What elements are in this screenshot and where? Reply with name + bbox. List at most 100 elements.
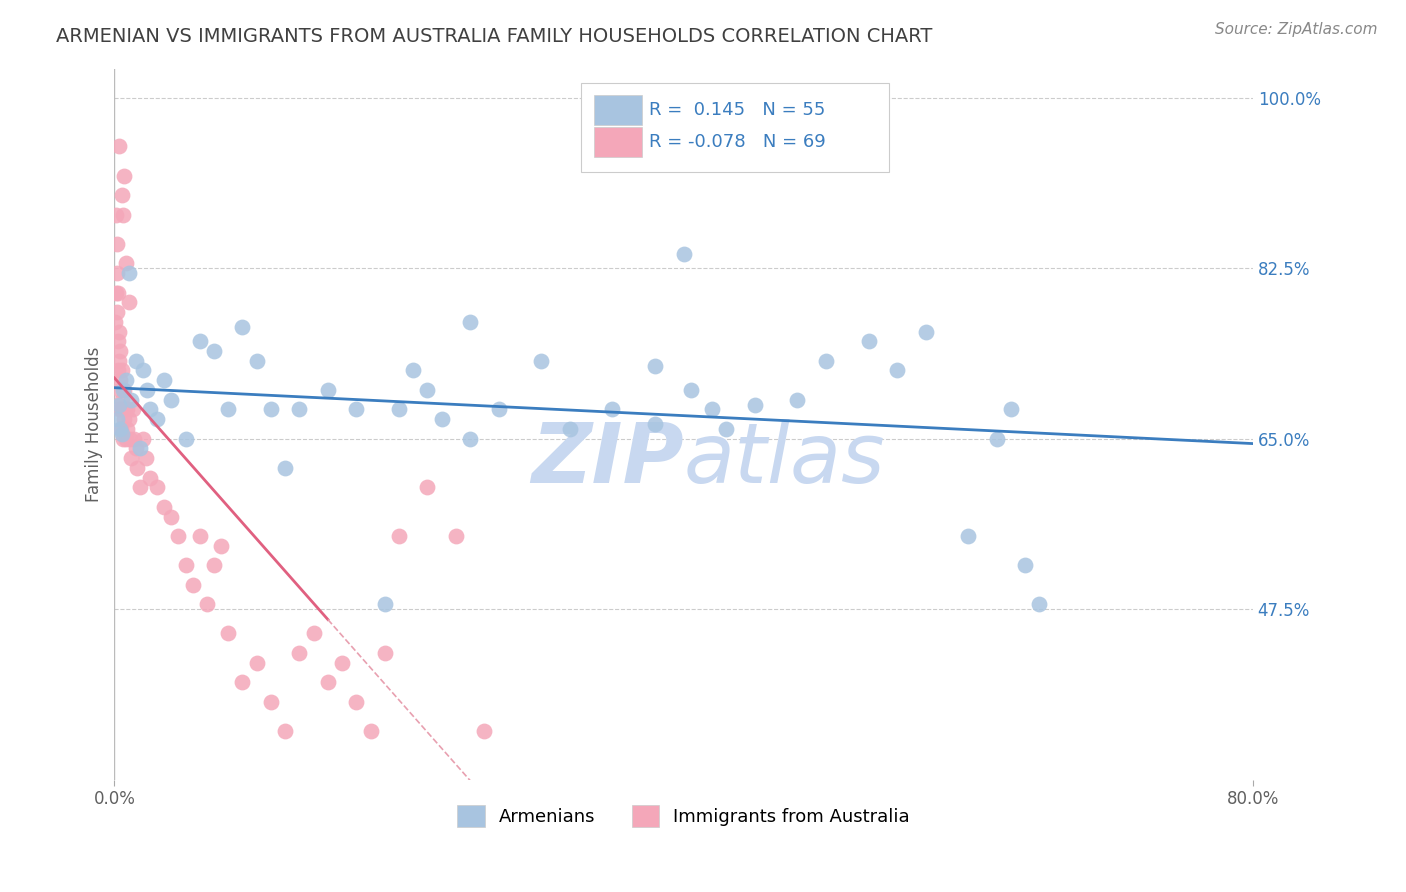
Point [110, 363, 132, 377]
Point [344, 402, 367, 417]
Point [146, 412, 169, 426]
Point [886, 363, 908, 377]
Point [260, 695, 283, 709]
Point [112, 383, 135, 397]
FancyBboxPatch shape [593, 127, 641, 157]
Point [160, 392, 183, 407]
Point [110, 422, 132, 436]
Point [602, 402, 624, 417]
Point [374, 646, 396, 660]
Point [458, 432, 481, 446]
Point [914, 325, 936, 339]
Point [114, 256, 136, 270]
Point [108, 353, 131, 368]
Point [105, 266, 128, 280]
Point [402, 363, 425, 377]
Point [302, 626, 325, 640]
Point [530, 353, 553, 368]
Point [105, 236, 128, 251]
Point [146, 480, 169, 494]
Point [188, 334, 211, 349]
Point [1000, 402, 1022, 417]
Text: Source: ZipAtlas.com: Source: ZipAtlas.com [1215, 22, 1378, 37]
Point [488, 402, 510, 417]
Point [957, 529, 980, 543]
Point [174, 432, 197, 446]
Point [1014, 558, 1036, 573]
Point [274, 723, 297, 738]
Point [814, 353, 837, 368]
Point [388, 402, 411, 417]
Text: R = -0.078   N = 69: R = -0.078 N = 69 [650, 133, 827, 151]
Point [111, 432, 134, 446]
Point [330, 656, 353, 670]
Point [416, 480, 439, 494]
Point [108, 383, 131, 397]
Point [786, 392, 808, 407]
Point [274, 461, 297, 475]
Point [107, 334, 129, 349]
Point [107, 139, 129, 153]
Point [316, 383, 339, 397]
Point [181, 578, 204, 592]
Point [129, 442, 152, 456]
Point [110, 373, 132, 387]
Point [115, 422, 138, 436]
Point [127, 461, 149, 475]
Text: atlas: atlas [683, 419, 886, 500]
Point [153, 373, 176, 387]
Point [110, 426, 132, 441]
Point [416, 383, 439, 397]
Point [217, 626, 239, 640]
Point [114, 373, 136, 387]
Point [121, 392, 143, 407]
Point [117, 412, 139, 426]
Point [139, 402, 162, 417]
Point [231, 675, 253, 690]
Point [288, 646, 311, 660]
Point [716, 422, 738, 436]
Point [105, 285, 128, 300]
Point [672, 246, 695, 260]
Point [107, 325, 129, 339]
Text: R =  0.145   N = 55: R = 0.145 N = 55 [650, 101, 825, 119]
Point [132, 432, 155, 446]
Point [700, 402, 723, 417]
Point [104, 315, 127, 329]
Point [444, 529, 467, 543]
Legend: Armenians, Immigrants from Australia: Armenians, Immigrants from Australia [450, 798, 917, 835]
Point [115, 402, 138, 417]
Point [246, 656, 269, 670]
Point [344, 695, 367, 709]
Point [117, 295, 139, 310]
Point [108, 344, 131, 359]
Point [105, 412, 128, 426]
Point [374, 597, 396, 611]
Point [202, 558, 225, 573]
Point [114, 432, 136, 446]
Point [107, 398, 129, 412]
Point [316, 675, 339, 690]
Point [360, 723, 382, 738]
Point [986, 432, 1008, 446]
Point [388, 529, 411, 543]
Point [129, 480, 152, 494]
Point [558, 422, 581, 436]
Point [858, 334, 880, 349]
Point [111, 383, 134, 397]
Point [125, 353, 148, 368]
Point [679, 383, 702, 397]
Point [744, 398, 766, 412]
Point [644, 417, 666, 431]
Point [430, 412, 453, 426]
Point [107, 363, 129, 377]
Point [217, 402, 239, 417]
FancyBboxPatch shape [593, 95, 641, 125]
Point [139, 470, 162, 484]
Point [160, 509, 183, 524]
Point [1028, 597, 1050, 611]
Text: ZIP: ZIP [531, 419, 683, 500]
Point [231, 319, 253, 334]
Point [202, 344, 225, 359]
Point [188, 529, 211, 543]
